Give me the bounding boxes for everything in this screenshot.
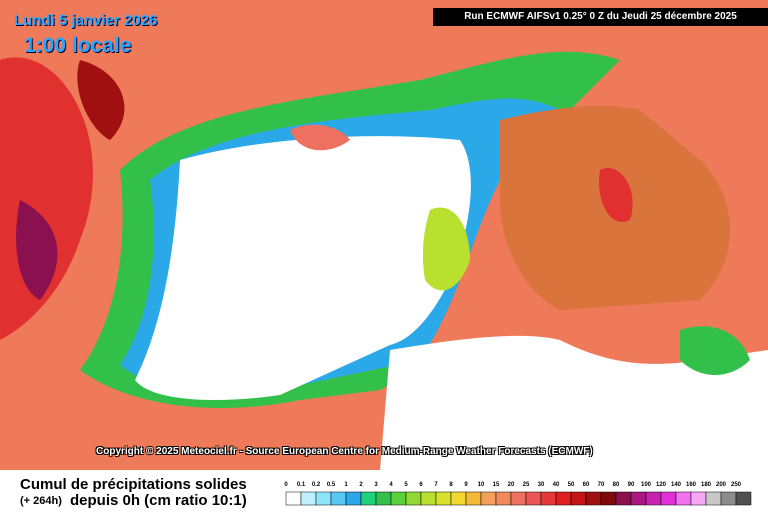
scale-label: 180 [701,482,712,488]
scale-label: 250 [731,482,742,488]
scale-label: 6 [419,482,423,488]
british-isles [422,207,470,291]
scale-box [690,491,707,506]
scale-box [555,491,572,506]
scale-box [300,491,317,506]
scale-box [285,491,302,506]
scale-box [465,491,482,506]
color-scale: 0 0.1 0.2 0.5 1 2 3 4 5 6 7 8 9 10 15 20 25 30 40 50 60 70 80 9… [284,482,752,506]
scale-label: 0.5 [327,482,336,488]
scale-label: 0.2 [312,482,321,488]
ocean-no-snow [135,136,471,400]
scale-box [360,491,377,506]
scale-box [735,491,752,506]
scale-label: 1 [344,482,348,488]
scale-label: 20 [508,482,515,488]
scale-label: 200 [716,482,727,488]
mediterranean [380,335,768,470]
scale-box [720,491,737,506]
scale-label: 40 [553,482,560,488]
scale-label: 90 [628,482,635,488]
legend-hours: (+ 264h) [20,495,62,507]
scale-label: 0 [284,482,288,488]
scale-box [540,491,557,506]
scale-label: 60 [583,482,590,488]
snow-area [16,200,58,300]
scale-box [525,491,542,506]
date: Lundi 5 janvier 2026 [14,12,158,29]
map [0,0,768,470]
iceland [290,124,350,151]
scale-box [375,491,392,506]
snow-area [599,168,633,222]
scale-box [435,491,452,506]
scale-label: 25 [523,482,530,488]
scale-box [315,491,332,506]
scale-box [510,491,527,506]
scale-label: 5 [404,482,408,488]
copyright: Copyright © 2025 Meteociel.fr - Source E… [96,446,593,457]
scale-label: 140 [671,482,682,488]
scale-box [480,491,497,506]
snow-area [680,326,750,375]
scale-label: 9 [464,482,468,488]
scale-box [615,491,632,506]
scale-box [675,491,692,506]
scale-box [585,491,602,506]
scale-label: 8 [449,482,453,488]
scale-label: 7 [434,482,438,488]
scale-label: 50 [568,482,575,488]
scale-label: 160 [686,482,697,488]
scale-box [405,491,422,506]
run-info: Run ECMWF AIFSv1 0.25° 0 Z du Jeudi 25 d… [433,8,768,26]
scale-label: 3 [374,482,378,488]
snow-area [77,60,125,140]
scale-box [390,491,407,506]
scale-box [495,491,512,506]
scale-box [450,491,467,506]
scale-label: 10 [478,482,485,488]
scale-label: 80 [613,482,620,488]
scale-box [630,491,647,506]
scale-box [705,491,722,506]
scale-label: 0.1 [297,482,306,488]
scale-box [660,491,677,506]
legend-title: Cumul de précipitations solides [20,476,247,493]
scale-label: 2 [359,482,363,488]
scale-label: 100 [641,482,652,488]
hour: 1:00 locale [24,34,132,57]
scale-box [645,491,662,506]
scale-label: 4 [389,482,393,488]
scale-box [345,491,362,506]
scale-label: 30 [538,482,545,488]
scale-box [600,491,617,506]
legend-unit: depuis 0h (cm ratio 10:1) [70,492,247,509]
scale-label: 15 [493,482,500,488]
scale-label: 120 [656,482,667,488]
scale-box [570,491,587,506]
scale-label: 70 [598,482,605,488]
scale-box [420,491,437,506]
scale-box [330,491,347,506]
